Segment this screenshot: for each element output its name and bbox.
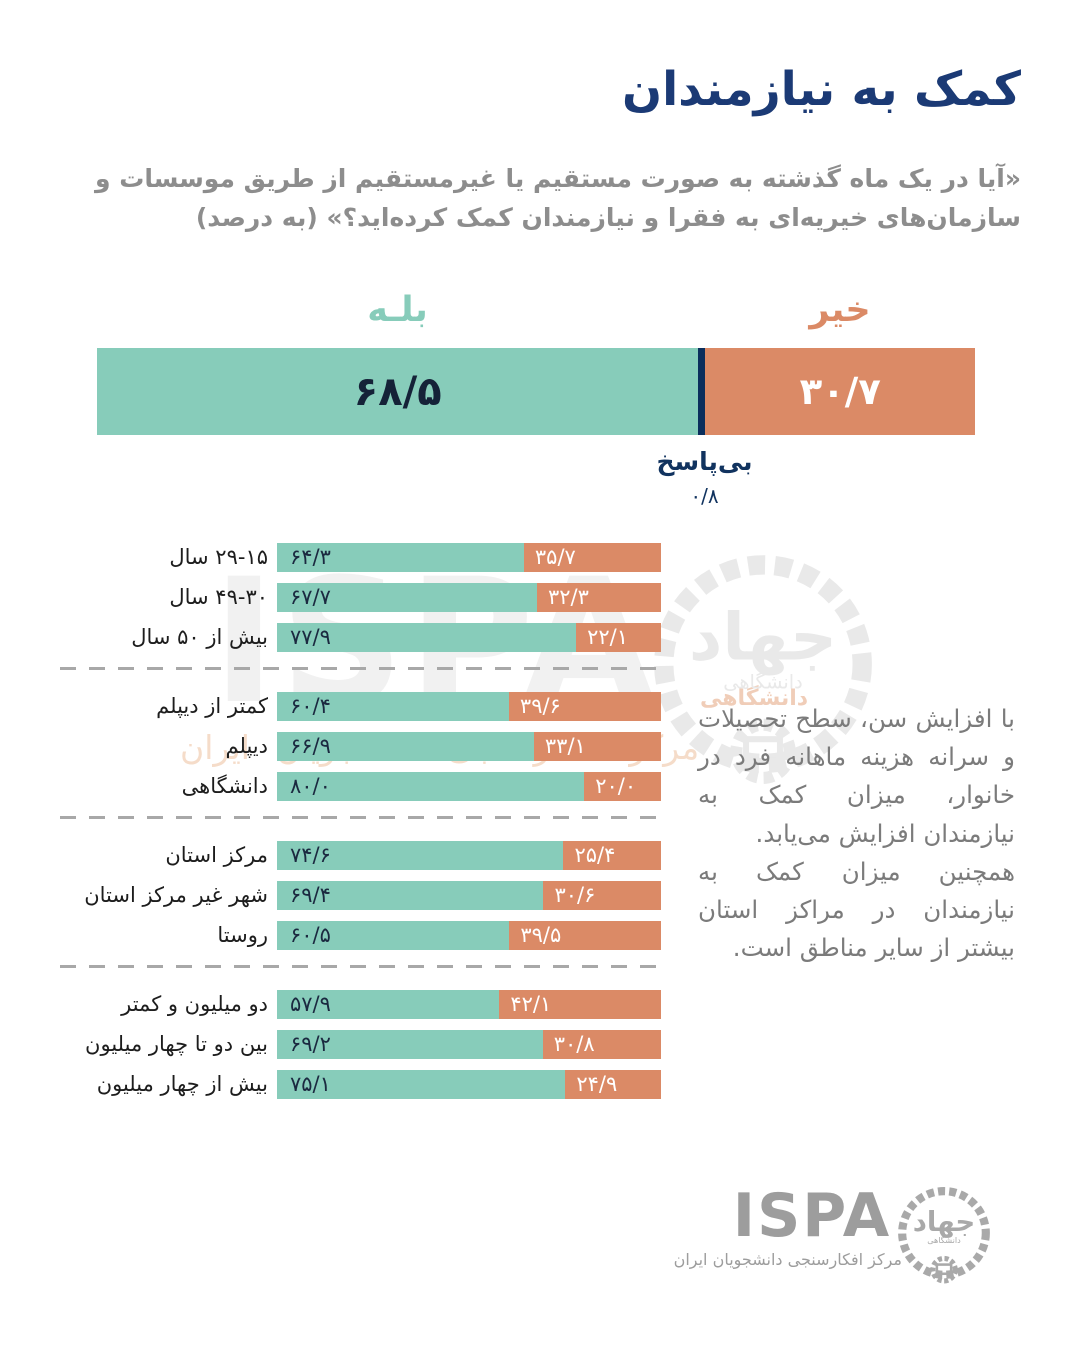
yes-segment: ۶۹/۴ [277,881,544,910]
overall-stacked-bar: ۶۸/۵ ۳۰/۷ [97,348,975,435]
no-segment: ۳۹/۵ [509,921,661,950]
analysis-note-p1: با افزایش سن، سطح تحصیلات و سرانه هزینه … [698,704,1015,848]
no-segment: ۲۵/۴ [563,841,661,870]
ispa-logo: ISPA [732,1181,892,1251]
row-label: ۳۰‏-‏۴۹ سال [169,585,268,609]
no-segment: ۳۰/۶ [543,881,661,910]
no-segment: ۲۲/۱ [576,623,661,652]
demographic-row: دو میلیون و کمتر ۵۷/۹ ۴۲/۱ [60,990,661,1019]
no-answer-value: ۰/۸ [690,484,719,508]
footer-brand: ISPA مرکز افکارسنجی دانشجویان ایران [673,1181,902,1269]
legend-yes-label: بلـه [367,290,428,330]
analysis-note-p2: همچنین میزان کمک به نیازمندان در مراکز ا… [698,856,1015,963]
yes-segment: ۵۷/۹ [277,990,500,1019]
demographic-row: بیش از ۵۰ سال ۷۷/۹ ۲۲/۱ [60,623,661,652]
survey-question-line2: سازمان‌های خیریه‌ای به فقرا و نیازمندان … [195,202,1021,232]
row-label: روستا [217,923,268,947]
no-segment: ۲۰/۰ [584,772,661,801]
demographic-row: کمتر از دیپلم ۶۰/۴ ۳۹/۶ [60,692,661,721]
demographic-row: دیپلم ۶۶/۹ ۳۳/۱ [60,732,661,761]
yes-segment: ۷۷/۹ [277,623,577,652]
row-label: بیش از ۵۰ سال [131,625,268,649]
main-bar-noanswer [698,348,706,435]
dashed-divider [60,965,661,968]
no-answer-annotation: بی‌پاسخ ۰/۸ [637,447,772,508]
jahad-emblem-footer: جهاد دانشگاهی [893,1184,995,1286]
jahad-daneshgahi-logo-icon: جهاد دانشگاهی [654,555,872,784]
row-stacked-bar: ۶۰/۵ ۳۹/۵ [277,921,661,950]
row-label: ۱۵‏-‏۲۹ سال [169,545,268,569]
no-segment: ۳۳/۱ [533,732,661,761]
no-segment: ۳۰/۸ [542,1030,661,1059]
yes-segment: ۶۶/۹ [277,732,534,761]
survey-question-line1: «آیا در یک ماه گذشته به صورت مستقیم یا غ… [95,164,1021,193]
row-stacked-bar: ۸۰/۰ ۲۰/۰ [277,772,661,801]
row-stacked-bar: ۷۴/۶ ۲۵/۴ [277,841,661,870]
row-label: دو میلیون و کمتر [121,992,268,1016]
no-segment: ۳۲/۳ [536,583,661,612]
row-label: دیپلم [225,734,268,758]
yes-segment: ۶۹/۲ [277,1030,543,1059]
row-stacked-bar: ۷۵/۱ ۲۴/۹ [277,1070,661,1099]
row-label: کمتر از دیپلم [156,694,268,718]
jahad-emblem-watermark: جهاد دانشگاهی [642,548,884,790]
page-title: کمک به نیازمندان [621,62,1021,117]
row-stacked-bar: ۶۰/۴ ۳۹/۶ [277,692,661,721]
emblem-name-text: جهاد [913,1206,975,1238]
main-bar-no: ۳۰/۷ [705,348,975,435]
no-segment: ۳۵/۷ [523,543,661,572]
row-stacked-bar: ۵۷/۹ ۴۲/۱ [277,990,661,1019]
demographic-row: دانشگاهی ۸۰/۰ ۲۰/۰ [60,772,661,801]
demographic-row: ۱۵‏-‏۲۹ سال ۶۴/۳ ۳۵/۷ [60,543,661,572]
no-segment: ۳۹/۶ [508,692,661,721]
dashed-divider [60,816,661,819]
watermark-daneshgahi-label: دانشگاهی [700,686,809,711]
demographic-row: بیش از چهار میلیون ۷۵/۱ ۲۴/۹ [60,1070,661,1099]
row-stacked-bar: ۶۷/۷ ۳۲/۳ [277,583,661,612]
emblem-sub-text: دانشگاهی [723,670,803,693]
survey-question: «آیا در یک ماه گذشته به صورت مستقیم یا غ… [95,160,1021,238]
yes-segment: ۷۵/۱ [277,1070,566,1099]
jahad-daneshgahi-logo-icon: جهاد دانشگاهی [898,1187,990,1284]
main-bar-yes: ۶۸/۵ [97,348,699,435]
legend-no-label: خیر [809,290,871,330]
row-stacked-bar: ۶۹/۲ ۳۰/۸ [277,1030,661,1059]
yes-segment: ۶۰/۵ [277,921,510,950]
no-segment: ۲۴/۹ [565,1070,661,1099]
row-label: دانشگاهی [181,774,268,798]
row-stacked-bar: ۶۴/۳ ۳۵/۷ [277,543,661,572]
row-stacked-bar: ۷۷/۹ ۲۲/۱ [277,623,661,652]
demographic-row: بین دو تا چهار میلیون ۶۹/۲ ۳۰/۸ [60,1030,661,1059]
row-label: بیش از چهار میلیون [96,1072,268,1096]
no-answer-label: بی‌پاسخ [656,447,753,476]
dashed-divider [60,667,661,670]
yes-segment: ۸۰/۰ [277,772,585,801]
row-label: مرکز استان [165,843,268,867]
analysis-note: با افزایش سن، سطح تحصیلات و سرانه هزینه … [698,700,1015,968]
yes-segment: ۷۴/۶ [277,841,564,870]
demographic-row: ۳۰‏-‏۴۹ سال ۶۷/۷ ۳۲/۳ [60,583,661,612]
demographic-groups: ۱۵‏-‏۲۹ سال ۶۴/۳ ۳۵/۷ ۳۰‏-‏۴۹ سال ۶۷/۷ ۳۲/۳ بی… [60,543,661,1110]
row-stacked-bar: ۶۹/۴ ۳۰/۶ [277,881,661,910]
demographic-row: مرکز استان ۷۴/۶ ۲۵/۴ [60,841,661,870]
yes-segment: ۶۷/۷ [277,583,537,612]
demographic-row: روستا ۶۰/۵ ۳۹/۵ [60,921,661,950]
demographic-row: شهر غیر مرکز استان ۶۹/۴ ۳۰/۶ [60,881,661,910]
no-segment: ۴۲/۱ [499,990,661,1019]
emblem-sub-text: دانشگاهی [927,1235,961,1245]
emblem-name-text: جهاد [689,599,837,675]
row-label: بین دو تا چهار میلیون [85,1032,268,1056]
yes-segment: ۶۴/۳ [277,543,524,572]
row-label: شهر غیر مرکز استان [84,883,268,907]
ispa-logo-tagline: مرکز افکارسنجی دانشجویان ایران [673,1250,902,1269]
yes-segment: ۶۰/۴ [277,692,509,721]
row-stacked-bar: ۶۶/۹ ۳۳/۱ [277,732,661,761]
